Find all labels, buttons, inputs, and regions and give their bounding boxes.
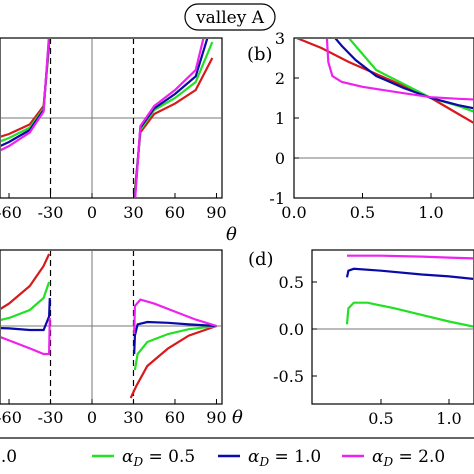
panel-c-xtick: 30 [123, 408, 143, 427]
panel-a-series-red-right [133, 57, 214, 191]
panel-a-xlabel: θ [226, 224, 237, 245]
valley-title: valley A [184, 3, 276, 31]
panel-c-xtick: 90 [206, 408, 226, 427]
panel-c-xtick: 60 [165, 408, 185, 427]
panel-c-series-red-left [1, 253, 51, 310]
panel-a-xtick: 60 [165, 203, 185, 222]
panel-d-ytick: 0.0 [279, 320, 304, 339]
panel-b-ytick: 0 [275, 149, 285, 168]
panel-c-series-blue-right [133, 320, 217, 355]
panel-d: 0.5 0.0 -0.5 0.5 1.0 (d) [248, 249, 474, 428]
panel-a-series-green-left [1, 41, 51, 143]
panel-c-series-magenta-left [1, 317, 51, 356]
panel-b-series-blue [334, 39, 473, 110]
panel-c-series-blue-left [1, 297, 51, 332]
panel-c-xtick: -60 [0, 408, 22, 427]
panel-d-frame [311, 249, 474, 405]
panel-c-xtick: -30 [38, 408, 64, 427]
panel-b-ytick: 2 [275, 69, 285, 88]
legend-entry: αD = 0.5 [92, 447, 195, 469]
panel-d-series-green [345, 301, 473, 328]
legend-entry: αD = 1.0 [218, 447, 321, 469]
panel-c-series-red-right [129, 324, 217, 399]
panel-b-label: (b) [247, 44, 273, 65]
panel-d-series-blue [345, 267, 473, 280]
panel-b-ytick: 1 [275, 109, 285, 128]
legend-entry: 0.0 [0, 447, 17, 467]
legend-entry: αD = 2.0 [342, 447, 445, 469]
panel-d-xtick: 1.0 [436, 409, 461, 428]
panel-b-xtick: 0.0 [281, 203, 306, 222]
panel-b-ytick: 3 [275, 29, 285, 48]
panel-b-series-red [296, 39, 473, 124]
panel-a-series-magenta-left [1, 39, 50, 152]
legend-label: αD = 1.0 [248, 447, 321, 469]
legend: 0.0 αD = 0.5 αD = 1.0 αD = 2.0 [0, 437, 474, 469]
panel-b-ytick: -1 [269, 189, 285, 208]
legend-frame [0, 437, 474, 439]
panel-b-series-magenta [325, 39, 473, 101]
panel-a-xtick: 0 [87, 203, 97, 222]
valley-title-text: valley A [195, 8, 265, 28]
panel-b: -1 0 1 2 3 0.0 0.5 1.0 (b) [247, 29, 474, 222]
panel-c-series-magenta-right [133, 298, 217, 335]
panel-a-xtick: -30 [38, 203, 64, 222]
panel-a-frame [0, 37, 223, 199]
panel-c-xtick: 0 [87, 408, 97, 427]
panel-d-series-magenta [347, 254, 473, 260]
panel-a-series-blue-left [1, 39, 51, 147]
legend-label: αD = 2.0 [372, 447, 445, 469]
panel-d-ytick: -0.5 [273, 367, 304, 386]
panel-a-series-magenta-right [134, 39, 205, 197]
panel-d-xtick: 0.5 [368, 409, 393, 428]
panel-a-xtick: 90 [206, 203, 226, 222]
panel-c: -60 -30 0 30 60 90 θ [0, 249, 243, 428]
panel-a-xtick: -60 [0, 203, 22, 222]
panel-a-xtick: 30 [123, 203, 143, 222]
legend-label: αD = 0.5 [122, 447, 195, 469]
panel-c-series-green-right [133, 324, 217, 371]
panel-b-xtick: 0.5 [350, 203, 375, 222]
panel-a: -60 -30 0 30 60 90 θ [0, 37, 237, 245]
panel-d-label: (d) [248, 249, 274, 270]
panel-d-ytick: 0.5 [279, 273, 304, 292]
panel-b-frame [293, 37, 474, 199]
legend-label: 0.0 [0, 447, 17, 467]
panel-c-series-green-left [1, 281, 51, 321]
panel-b-xtick: 1.0 [418, 203, 443, 222]
panel-c-xlabel: θ [232, 407, 243, 428]
panel-c-frame [0, 249, 223, 405]
